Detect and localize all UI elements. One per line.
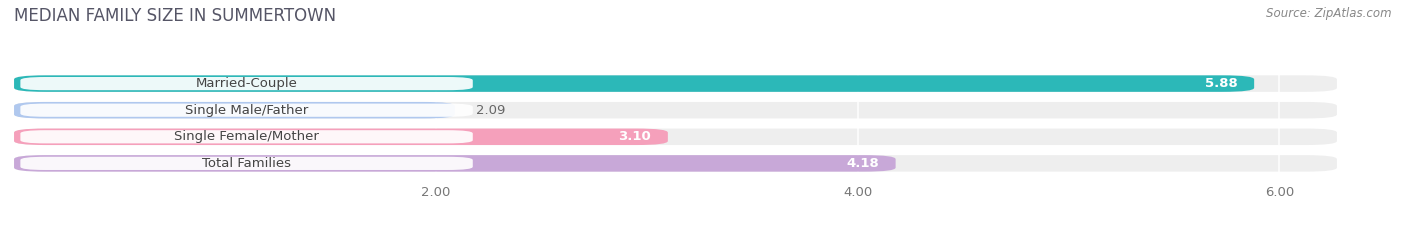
FancyBboxPatch shape <box>14 129 1337 145</box>
FancyBboxPatch shape <box>14 102 456 118</box>
Text: MEDIAN FAMILY SIZE IN SUMMERTOWN: MEDIAN FAMILY SIZE IN SUMMERTOWN <box>14 7 336 25</box>
FancyBboxPatch shape <box>20 104 472 117</box>
Text: Married-Couple: Married-Couple <box>195 77 298 90</box>
FancyBboxPatch shape <box>20 130 472 143</box>
FancyBboxPatch shape <box>14 75 1254 92</box>
FancyBboxPatch shape <box>20 77 472 90</box>
Text: Source: ZipAtlas.com: Source: ZipAtlas.com <box>1267 7 1392 20</box>
FancyBboxPatch shape <box>14 155 1337 172</box>
Text: 2.09: 2.09 <box>475 104 505 117</box>
FancyBboxPatch shape <box>14 155 896 172</box>
Text: Single Male/Father: Single Male/Father <box>186 104 308 117</box>
FancyBboxPatch shape <box>14 129 668 145</box>
Text: 4.18: 4.18 <box>846 157 879 170</box>
FancyBboxPatch shape <box>14 75 1337 92</box>
Text: 3.10: 3.10 <box>619 130 651 143</box>
Text: Single Female/Mother: Single Female/Mother <box>174 130 319 143</box>
FancyBboxPatch shape <box>20 157 472 170</box>
Text: 5.88: 5.88 <box>1205 77 1237 90</box>
FancyBboxPatch shape <box>14 102 1337 118</box>
Text: Total Families: Total Families <box>202 157 291 170</box>
